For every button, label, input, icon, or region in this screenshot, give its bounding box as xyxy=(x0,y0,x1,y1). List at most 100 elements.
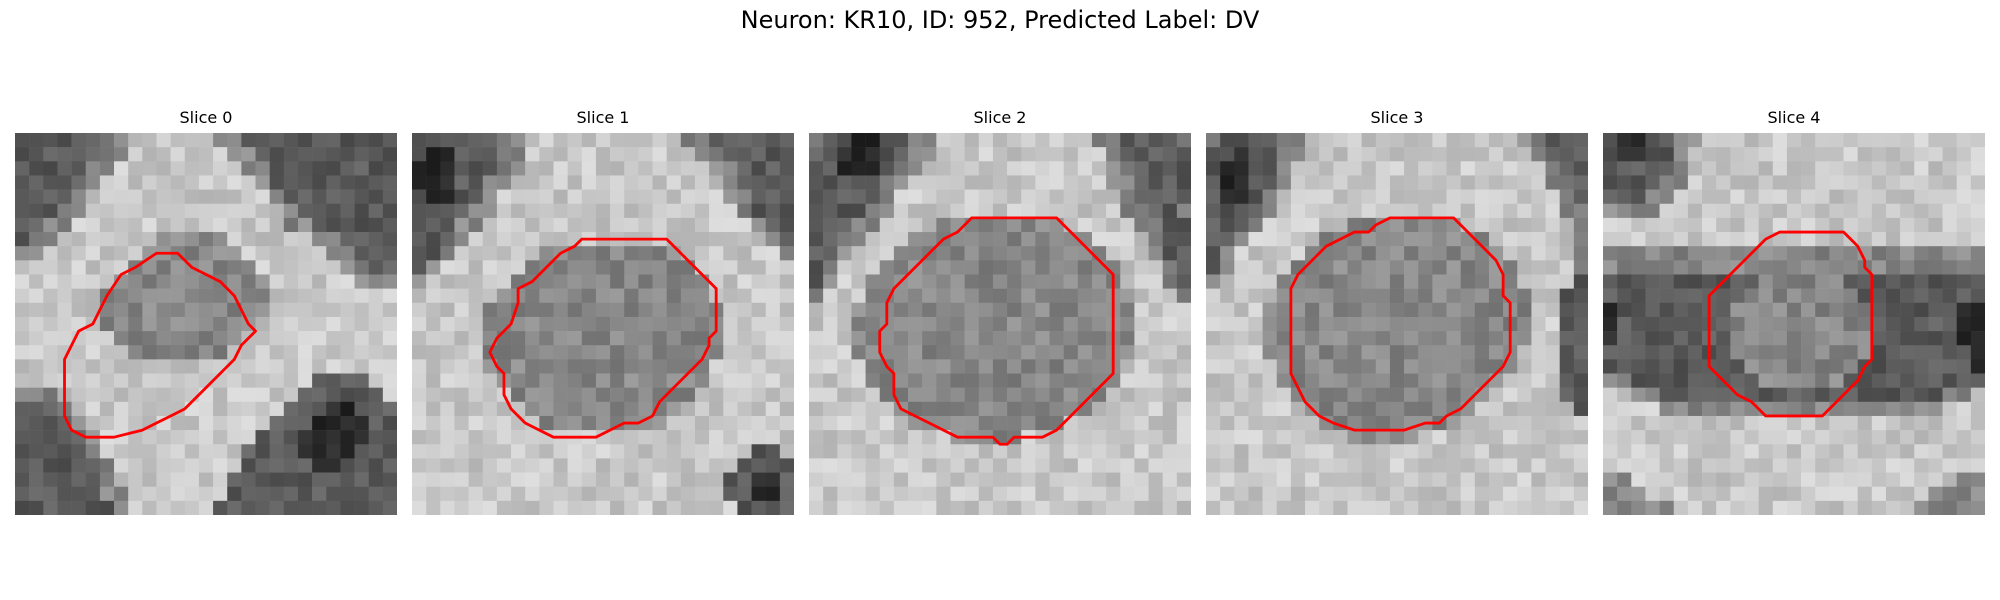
pixel xyxy=(511,402,525,416)
pixel xyxy=(1886,430,1900,444)
pixel xyxy=(1418,147,1432,161)
pixel xyxy=(72,374,86,388)
pixel xyxy=(1517,388,1531,402)
pixel xyxy=(837,289,851,303)
pixel xyxy=(1177,345,1191,359)
pixel xyxy=(369,175,383,189)
pixel xyxy=(1829,190,1843,204)
pixel xyxy=(1560,133,1574,147)
pixel xyxy=(1744,473,1758,487)
pixel xyxy=(1759,133,1773,147)
pixel xyxy=(737,501,751,515)
pixel xyxy=(780,147,794,161)
pixel xyxy=(1248,487,1262,501)
pixel xyxy=(1347,374,1361,388)
pixel xyxy=(1674,430,1688,444)
pixel xyxy=(1007,204,1021,218)
pixel xyxy=(723,303,737,317)
pixel xyxy=(29,274,43,288)
pixel xyxy=(284,402,298,416)
pixel xyxy=(1007,274,1021,288)
pixel xyxy=(979,161,993,175)
pixel xyxy=(596,317,610,331)
pixel xyxy=(681,274,695,288)
pixel xyxy=(1900,303,1914,317)
pixel xyxy=(1943,458,1957,472)
pixel xyxy=(284,331,298,345)
pixel xyxy=(213,473,227,487)
pixel xyxy=(1007,345,1021,359)
pixel xyxy=(681,388,695,402)
pixel xyxy=(383,175,397,189)
pixel xyxy=(1021,444,1035,458)
pixel xyxy=(1844,246,1858,260)
pixel xyxy=(695,190,709,204)
pixel xyxy=(1333,388,1347,402)
pixel xyxy=(284,374,298,388)
pixel xyxy=(1886,175,1900,189)
pixel xyxy=(979,444,993,458)
pixel xyxy=(1277,175,1291,189)
pixel xyxy=(737,204,751,218)
pixel xyxy=(29,147,43,161)
pixel xyxy=(1447,317,1461,331)
pixel xyxy=(1149,204,1163,218)
pixel xyxy=(695,218,709,232)
pixel xyxy=(1248,444,1262,458)
pixel xyxy=(596,161,610,175)
pixel xyxy=(1489,274,1503,288)
pixel xyxy=(667,444,681,458)
pixel xyxy=(1858,204,1872,218)
pixel xyxy=(1773,289,1787,303)
pixel xyxy=(1957,345,1971,359)
pixel xyxy=(1362,175,1376,189)
pixel xyxy=(1149,402,1163,416)
pixel xyxy=(1858,345,1872,359)
pixel xyxy=(1120,473,1134,487)
pixel xyxy=(1319,501,1333,515)
pixel xyxy=(383,289,397,303)
pixel xyxy=(29,175,43,189)
pixel xyxy=(1120,289,1134,303)
pixel xyxy=(1914,388,1928,402)
pixel xyxy=(1503,204,1517,218)
pixel xyxy=(298,487,312,501)
pixel xyxy=(596,204,610,218)
pixel xyxy=(326,331,340,345)
pixel xyxy=(1617,204,1631,218)
pixel xyxy=(766,458,780,472)
pixel xyxy=(1475,190,1489,204)
pixel xyxy=(312,487,326,501)
pixel xyxy=(1220,374,1234,388)
pixel xyxy=(1716,147,1730,161)
pixel xyxy=(1206,204,1220,218)
pixel xyxy=(1234,388,1248,402)
pixel xyxy=(1291,303,1305,317)
pixel xyxy=(1872,430,1886,444)
pixel xyxy=(681,317,695,331)
pixel xyxy=(1149,218,1163,232)
pixel xyxy=(922,331,936,345)
pixel xyxy=(298,359,312,373)
pixel xyxy=(709,359,723,373)
pixel xyxy=(1674,374,1688,388)
pixel xyxy=(1645,458,1659,472)
pixel xyxy=(1928,175,1942,189)
pixel xyxy=(1007,374,1021,388)
pixel xyxy=(1943,133,1957,147)
pixel xyxy=(922,444,936,458)
pixel xyxy=(1631,161,1645,175)
pixel xyxy=(114,359,128,373)
pixel xyxy=(568,303,582,317)
pixel xyxy=(695,444,709,458)
pixel xyxy=(72,388,86,402)
pixel xyxy=(624,331,638,345)
pixel xyxy=(1631,289,1645,303)
pixel xyxy=(156,274,170,288)
pixel xyxy=(72,473,86,487)
pixel xyxy=(624,260,638,274)
pixel xyxy=(809,303,823,317)
pixel xyxy=(1688,147,1702,161)
pixel xyxy=(681,232,695,246)
pixel xyxy=(1035,458,1049,472)
